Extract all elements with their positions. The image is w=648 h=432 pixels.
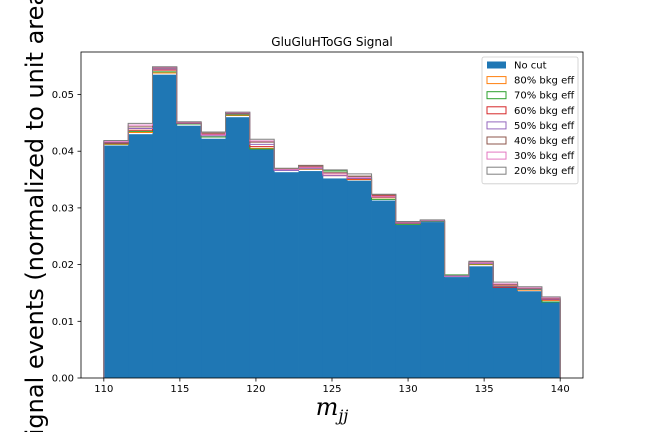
hist-bar-no-cut <box>371 200 397 378</box>
legend-swatch <box>486 76 507 85</box>
y-tick-label: 0.01 <box>52 317 74 328</box>
legend-swatch <box>486 106 507 115</box>
hist-bar-no-cut <box>225 117 251 378</box>
x-tick-label: 120 <box>246 384 265 395</box>
y-axis-label: Signal events (normalized to unit area) <box>21 0 49 432</box>
hist-bar-no-cut <box>420 222 445 378</box>
legend-label: No cut <box>514 61 547 72</box>
x-axis-label: mjj <box>316 393 349 425</box>
legend-swatch <box>486 166 507 175</box>
y-tick-label: 0.03 <box>52 203 74 214</box>
legend-label: 30% bkg eff <box>514 151 575 162</box>
legend-swatch <box>486 136 507 145</box>
legend-swatch <box>487 61 506 69</box>
hist-bar-no-cut <box>128 134 153 378</box>
legend-swatch <box>486 121 507 130</box>
hist-bar-no-cut <box>274 172 299 378</box>
hist-bar-no-cut <box>517 291 543 378</box>
hist-step-series-7 <box>103 66 561 378</box>
hist-bar-no-cut <box>249 149 275 378</box>
legend-label: 50% bkg eff <box>514 121 575 132</box>
hist-bar-no-cut <box>103 145 129 378</box>
y-tick-label: 0.00 <box>52 374 74 385</box>
hist-bar-no-cut <box>541 301 561 378</box>
hist-bar-no-cut <box>493 287 518 378</box>
chart-title: GluGluHToGG Signal <box>271 35 392 49</box>
hist-bar-no-cut <box>468 266 494 378</box>
legend-swatch <box>486 91 507 100</box>
x-tick-label: 110 <box>94 384 113 395</box>
legend-label: 60% bkg eff <box>514 106 575 117</box>
x-tick-label: 115 <box>170 384 189 395</box>
legend-swatch <box>486 151 507 160</box>
legend-label: 20% bkg eff <box>514 166 575 177</box>
hist-bar-no-cut <box>152 74 178 379</box>
y-tick-label: 0.02 <box>52 260 74 271</box>
x-tick-label: 140 <box>551 384 570 395</box>
x-tick-label: 135 <box>475 384 494 395</box>
y-tick-label: 0.04 <box>52 147 74 158</box>
x-axis-label-subscript: jj <box>335 406 348 425</box>
x-axis-ticks: 110 115 120 125 130 135 140 <box>94 378 570 395</box>
y-axis-ticks: 0.00 0.01 0.02 0.03 0.04 0.05 <box>52 90 81 385</box>
hist-bar-no-cut <box>298 171 324 378</box>
step-outlines-layer <box>103 66 561 378</box>
hist-bar-no-cut <box>444 277 470 378</box>
hist-bar-no-cut <box>395 224 421 378</box>
bars-layer <box>103 74 561 379</box>
hist-bar-no-cut <box>322 178 348 378</box>
legend-label: 70% bkg eff <box>514 91 575 102</box>
x-tick-label: 130 <box>399 384 418 395</box>
legend: No cut 80% bkg eff 70% bkg eff 60% bkg eff 5… <box>481 56 579 185</box>
x-axis-label-main: m <box>316 393 339 421</box>
x-tick-label: 125 <box>322 384 341 395</box>
hist-bar-no-cut <box>347 180 372 378</box>
legend-label: 80% bkg eff <box>514 76 575 87</box>
y-tick-label: 0.05 <box>52 90 74 101</box>
legend-label: 40% bkg eff <box>514 136 575 147</box>
hist-bar-no-cut <box>201 138 226 378</box>
hist-bar-no-cut <box>176 125 202 378</box>
